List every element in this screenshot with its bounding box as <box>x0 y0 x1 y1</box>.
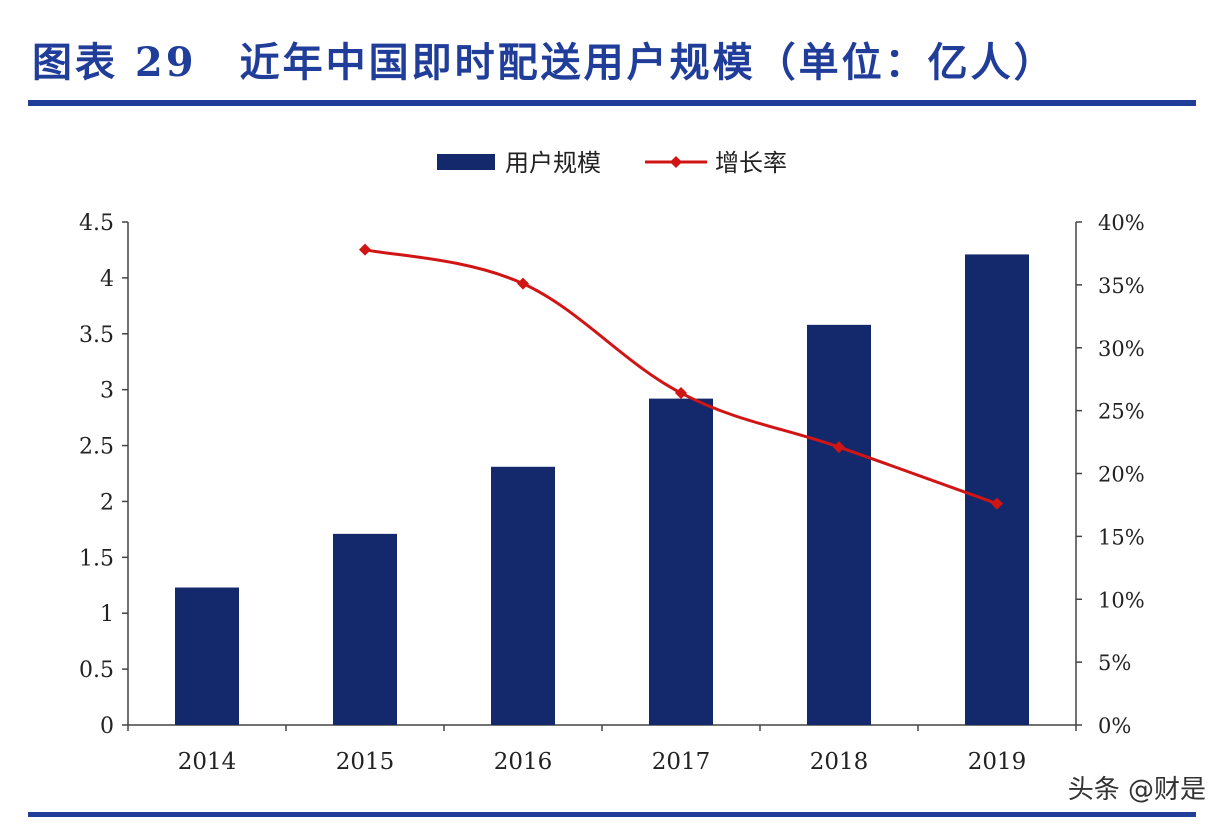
growth-point <box>991 497 1003 510</box>
footer-rule <box>28 812 1196 817</box>
tick-labels: 0 0.5 1 1.5 2 2.5 3 3.5 4 4.5 0% 5% 10% 15% 20% 25% 30% 3… <box>79 211 1145 775</box>
growth-point <box>517 277 529 290</box>
x-tick-label: 2016 <box>494 749 553 775</box>
legend-bar-swatch <box>437 154 495 170</box>
y-right-tick-label: 40% <box>1098 211 1145 235</box>
y-left-tick-label: 2.5 <box>79 435 114 460</box>
x-tick-label: 2018 <box>810 749 869 775</box>
y-left-tick-label: 1 <box>100 602 114 627</box>
y-right-tick-label: 0% <box>1098 714 1131 738</box>
x-tick-label: 2014 <box>178 749 237 775</box>
legend-line-label: 增长率 <box>715 149 787 177</box>
y-left-tick-label: 1.5 <box>79 546 114 571</box>
y-right-tick-label: 20% <box>1098 463 1145 487</box>
title-rule <box>28 100 1196 106</box>
growth-line-series <box>359 243 1003 510</box>
y-right-tick-label: 25% <box>1098 400 1145 424</box>
bar <box>333 533 397 725</box>
axes <box>122 221 1082 731</box>
y-left-tick-label: 2 <box>100 490 114 515</box>
bar <box>807 324 871 725</box>
y-left-tick-label: 4 <box>100 267 114 292</box>
y-left-tick-label: 3 <box>100 379 114 404</box>
y-right-tick-label: 15% <box>1098 525 1145 549</box>
y-right-tick-label: 35% <box>1098 274 1145 298</box>
growth-point <box>675 387 687 400</box>
bar <box>649 398 713 725</box>
y-left-tick-label: 4.5 <box>79 211 114 236</box>
y-right-tick-label: 30% <box>1098 337 1145 361</box>
legend-line-marker <box>670 156 682 168</box>
y-right-tick-label: 5% <box>1098 651 1131 675</box>
x-tick-label: 2015 <box>336 749 395 775</box>
x-tick-label: 2019 <box>968 749 1027 775</box>
y-left-tick-label: 3.5 <box>79 323 114 348</box>
growth-point <box>833 441 845 454</box>
chart-title: 图表 29 近年中国即时配送用户规模（单位：亿人） <box>32 39 1057 86</box>
legend-bar-label: 用户规模 <box>505 149 601 177</box>
bar <box>965 254 1029 725</box>
y-right-tick-label: 10% <box>1098 588 1145 612</box>
x-tick-label: 2017 <box>652 749 711 775</box>
legend: 用户规模 增长率 <box>437 149 787 177</box>
y-left-tick-label: 0 <box>100 714 114 739</box>
growth-point <box>359 243 371 256</box>
bars <box>175 254 1029 725</box>
bar <box>175 587 239 725</box>
watermark: 头条 @财是 <box>1067 775 1206 805</box>
y-left-tick-label: 0.5 <box>79 658 114 683</box>
bar <box>491 466 555 725</box>
